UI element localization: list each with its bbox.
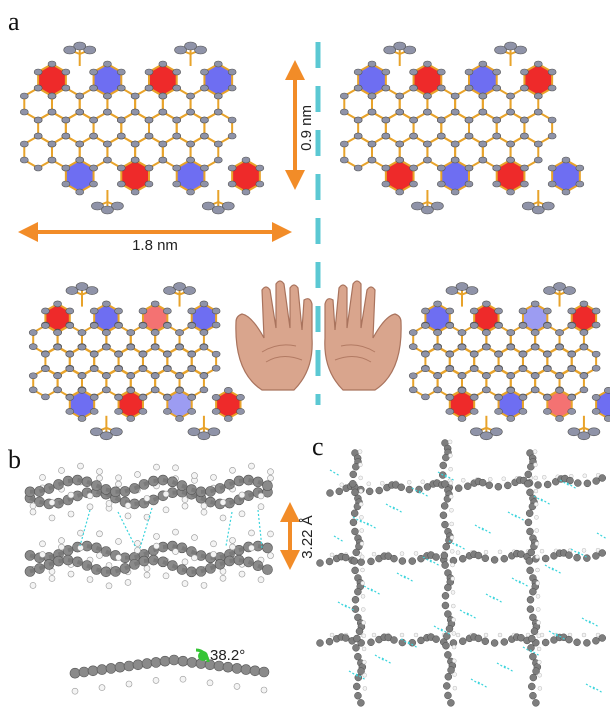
stacking-distance-label: 3.22 Å: [299, 515, 316, 558]
right-hand-image: [324, 280, 402, 391]
molecule-top-right: [339, 41, 585, 215]
molecule-bottom-left: [28, 282, 245, 441]
side-view-molecule: [69, 654, 270, 695]
panel-label-c: c: [312, 432, 324, 461]
left-hand-image: [235, 280, 313, 391]
crystal-packing-network: [316, 439, 608, 707]
twist-angle-atom: [198, 651, 208, 661]
twist-angle-label: 38.2°: [210, 647, 245, 664]
stacked-molecule-lower: [24, 528, 274, 590]
panel-label-a: a: [8, 7, 20, 36]
pi-stacking-contacts: [79, 507, 263, 549]
molecule-top-left: [19, 41, 265, 215]
panel-label-b: b: [8, 445, 21, 474]
height-dimension-label: 0.9 nm: [298, 105, 315, 151]
molecule-bottom-right: [408, 282, 610, 441]
stacked-molecule-upper: [24, 462, 274, 522]
width-dimension-label: 1.8 nm: [132, 237, 178, 254]
